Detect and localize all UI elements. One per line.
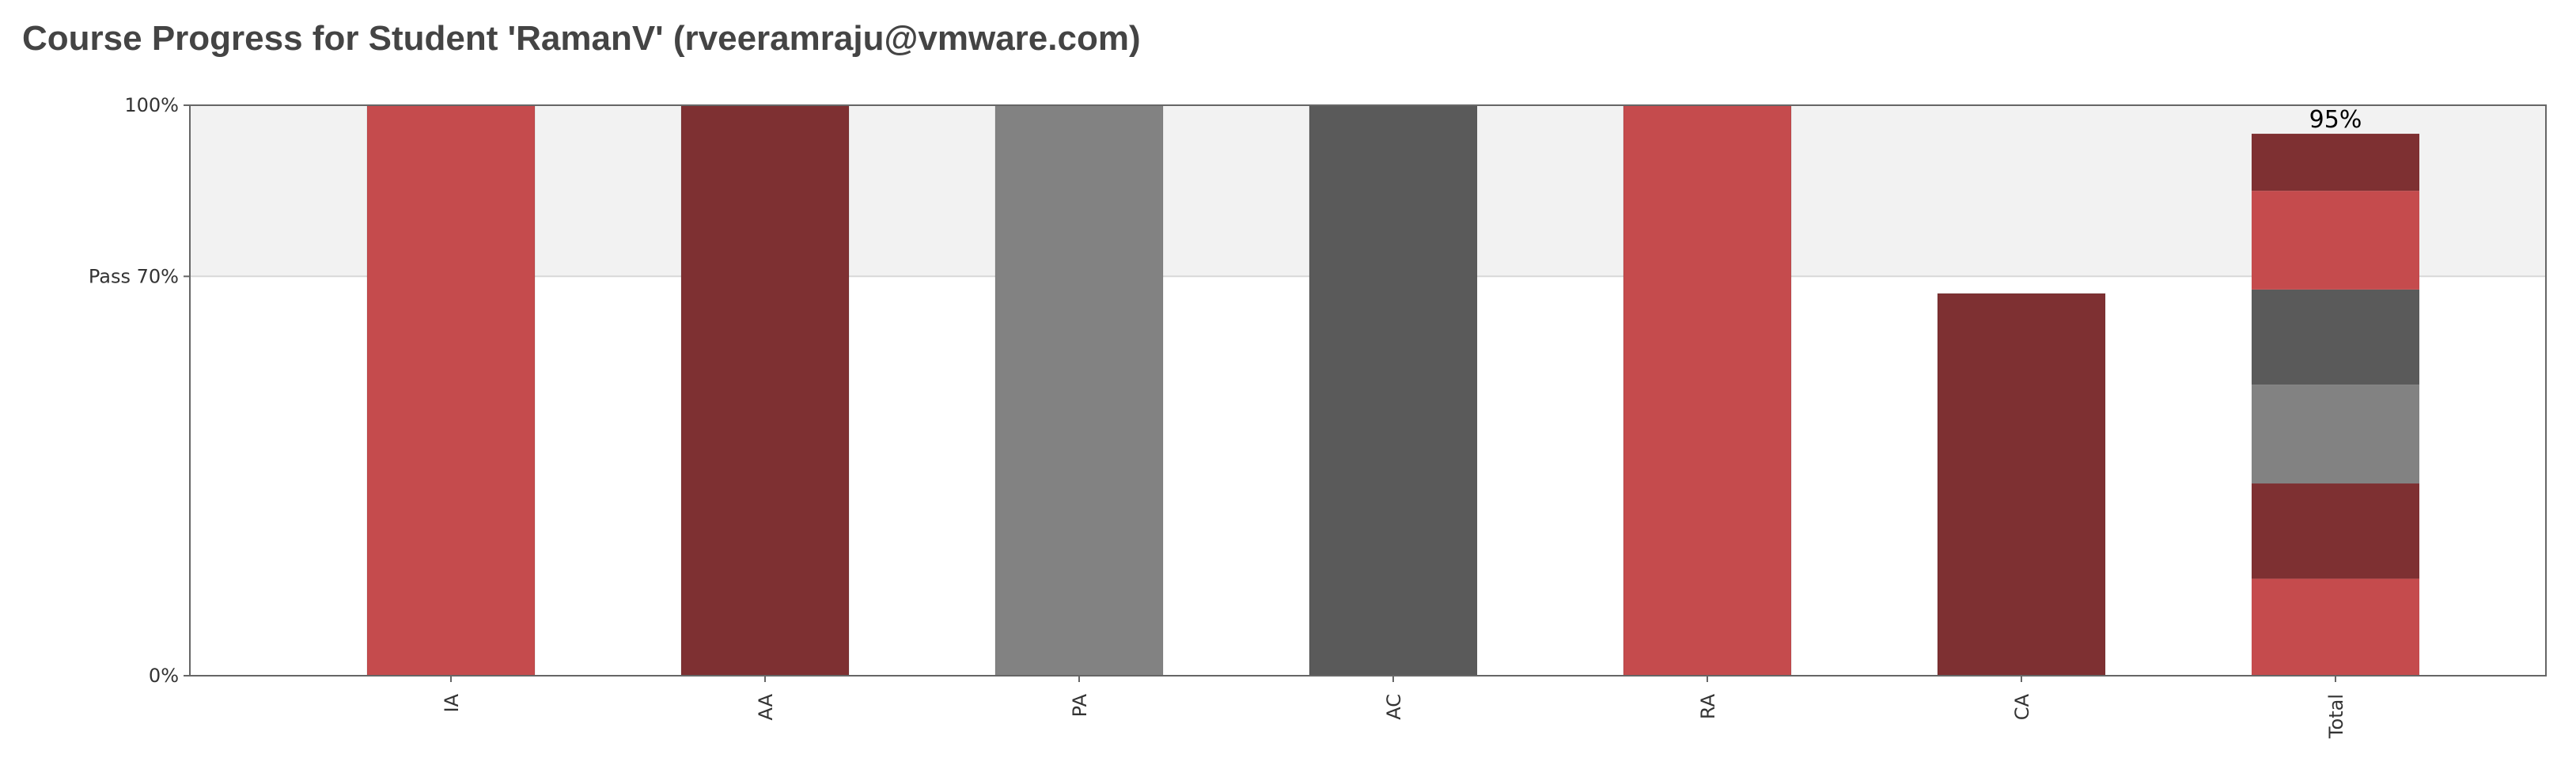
total-segment-ra [2252, 191, 2419, 290]
y-tick-label-100: 100% [124, 94, 179, 116]
x-tick-label-aa: AA [755, 693, 777, 720]
total-segment-ac [2252, 289, 2419, 385]
total-segment-aa [2252, 483, 2419, 579]
bar-aa [680, 104, 850, 677]
y-tick-label-70: Pass 70% [89, 265, 179, 287]
bar-ra [1623, 104, 1792, 677]
total-segment-pa [2252, 385, 2419, 484]
x-tick-label-total: Total [2325, 694, 2347, 739]
x-tick-label-ra: RA [1697, 693, 1719, 719]
bar-ac [1309, 104, 1478, 677]
bar-ia [366, 104, 536, 677]
bar-ca [1937, 293, 2106, 677]
plot-frame [189, 104, 2547, 677]
total-segment-ia [2252, 578, 2419, 676]
total-value-label: 95% [2309, 106, 2362, 134]
x-tick-label-ia: IA [441, 693, 463, 712]
x-tick-label-ca: CA [2011, 693, 2033, 720]
bar-pa [994, 104, 1164, 677]
x-tick-label-pa: PA [1069, 693, 1091, 717]
total-segment-ca [2252, 134, 2419, 191]
x-tick-label-ac: AC [1383, 694, 1405, 720]
chart-title: Course Progress for Student 'RamanV' (rv… [22, 19, 1141, 58]
y-tick-label-0: 0% [149, 665, 179, 687]
